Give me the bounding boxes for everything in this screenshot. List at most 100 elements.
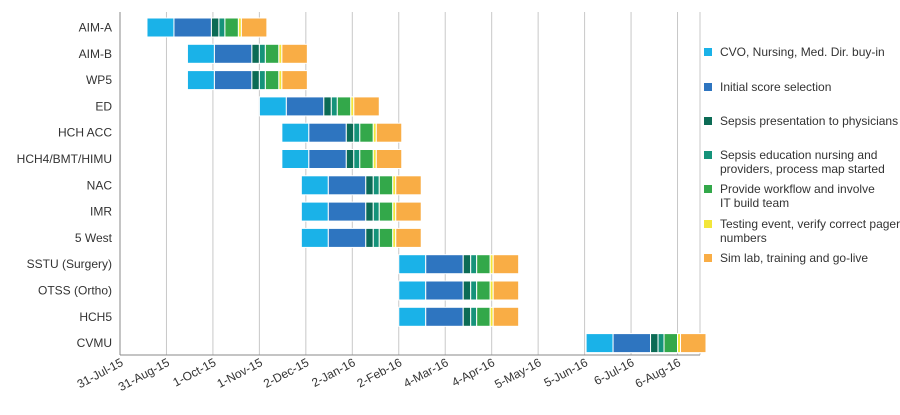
bar-segment-5-west-provide-workflow-and-inv [378,227,394,248]
bar-segment-hch-acc-sepsis-education-nursing [353,122,361,143]
bar-segment-ed-sim-lab-training-and-go- [353,96,380,117]
bar-row-aim-a [146,17,268,38]
legend-item-sim-lab-training-and-go-live: Sim lab, training and go-live [704,251,868,265]
bar-segment-hch-acc-cvo-nursing-med-dir-buy- [281,122,310,143]
bar-segment-cvmu-sepsis-education-nursing [657,333,665,354]
bar-segment-hch-acc-initial-score-selection [308,122,347,143]
x-tick-label-1-nov-15: 1-Nov-15 [215,355,265,391]
bar-segment-aim-a-sepsis-education-nursing [218,17,226,38]
bar-segment-cvmu-sim-lab-training-and-go- [680,333,707,354]
bar-segment-aim-b-provide-workflow-and-inv [264,43,280,64]
bar-segment-aim-a-initial-score-selection [173,17,212,38]
bar-segment-aim-a-sim-lab-training-and-go- [240,17,268,38]
bar-row-aim-b [186,43,308,64]
bar-segment-nac-sepsis-presentation-to-p [365,175,374,196]
y-tick-label-wp5: WP5 [86,73,112,87]
bar-segment-aim-b-initial-score-selection [213,43,253,64]
x-tick-label-2-feb-16: 2-Feb-16 [355,355,405,390]
legend-swatch [704,254,712,262]
x-tick-label-5-may-16: 5-May-16 [492,355,544,391]
bar-segment-aim-a-cvo-nursing-med-dir-buy- [146,17,175,38]
bar-segment-hch5-provide-workflow-and-inv [476,306,491,327]
bar-segment-aim-b-sepsis-presentation-to-p [251,43,260,64]
bar-row-hch5 [398,306,520,327]
bar-segment-hch5-sepsis-education-nursing [470,306,478,327]
bar-segment-hch-acc-sim-lab-training-and-go- [375,122,403,143]
bar-segment-hch5-cvo-nursing-med-dir-buy- [398,306,427,327]
legend-label: Initial score selection [720,80,831,94]
legend-item-provide-workflow-and-involve-it-: Provide workflow and involve IT build tea… [704,182,875,210]
x-tick-label-4-apr-16: 4-Apr-16 [449,355,497,389]
bar-segment-otss-ortho-sepsis-education-nursing [470,280,478,301]
bar-segment-hch4-bmt-himu-initial-score-selection [308,149,347,169]
bar-segment-wp5-sim-lab-training-and-go- [281,70,308,91]
legend-item-testing-event-verify-correct-pag: Testing event, verify correct pager numbe… [704,217,900,245]
legend-swatch [704,83,712,91]
bar-segment-wp5-cvo-nursing-med-dir-buy- [186,70,215,91]
bar-segment-sstu-surgery-initial-score-selection [425,254,464,275]
x-tick-label-5-jun-16: 5-Jun-16 [542,355,591,390]
bar-segment-hch-acc-provide-workflow-and-inv [359,122,374,143]
bar-row-cvmu [585,333,707,354]
bar-segment-wp5-provide-workflow-and-inv [264,70,280,91]
bar-segment-hch5-sepsis-presentation-to-p [462,306,472,327]
bar-segment-nac-cvo-nursing-med-dir-buy- [300,175,329,196]
bar-segment-imr-initial-score-selection [327,201,367,222]
y-tick-label-aim-a: AIM-A [79,21,112,35]
y-tick-label-hch5: HCH5 [79,310,112,324]
legend-swatch [704,185,712,193]
legend: CVO, Nursing, Med. Dir. buy-in Initial sc… [704,45,900,265]
bar-segment-hch5-sim-lab-training-and-go- [492,306,520,327]
y-tick-label-otss-ortho: OTSS (Ortho) [38,284,112,298]
bar-segment-cvmu-provide-workflow-and-inv [663,333,679,354]
legend-label: Sepsis presentation to physicians [720,114,898,128]
legend-item-sepsis-education-nursing-and-pro: Sepsis education nursing and providers, p… [704,148,885,176]
y-axis-labels: AIM-A AIM-B WP5 ED HCH ACC HCH4/BMT/HIMU NAC IM… [17,21,113,351]
y-tick-label-hch-acc: HCH ACC [58,126,112,140]
bar-segment-aim-a-provide-workflow-and-inv [224,17,239,38]
bar-segment-imr-provide-workflow-and-inv [378,201,394,222]
bar-segment-imr-sim-lab-training-and-go- [395,201,422,222]
bar-segment-hch4-bmt-himu-sim-lab-training-and-go- [375,149,403,169]
bar-row-wp5 [186,70,308,91]
bar-segment-otss-ortho-cvo-nursing-med-dir-buy- [398,280,427,301]
bar-segment-wp5-initial-score-selection [213,70,253,91]
bar-segment-hch5-initial-score-selection [425,306,464,327]
legend-label: Sepsis education nursing and providers, p… [720,148,885,176]
bar-segment-wp5-sepsis-education-nursing [258,70,266,91]
x-tick-label-2-dec-15: 2-Dec-15 [261,355,311,391]
bar-segment-hch4-bmt-himu-sepsis-education-nursing [353,149,361,169]
bar-segment-nac-provide-workflow-and-inv [378,175,394,196]
axes [119,12,700,356]
bar-segment-sstu-surgery-sepsis-presentation-to-p [462,254,472,275]
bar-segment-otss-ortho-sim-lab-training-and-go- [492,280,520,301]
x-tick-label-6-aug-16: 6-Aug-16 [633,355,683,391]
x-tick-label-1-oct-15: 1-Oct-15 [171,355,219,389]
bar-row-hch4-bmt-himu [281,149,403,169]
bar-segment-aim-b-cvo-nursing-med-dir-buy- [186,43,215,64]
legend-swatch [704,117,712,125]
bar-segment-imr-sepsis-education-nursing [372,201,380,222]
bar-segment-aim-b-sepsis-education-nursing [258,43,266,64]
y-tick-label-cvmu: CVMU [77,336,112,350]
bar-segment-ed-sepsis-education-nursing [330,96,338,117]
bar-row-5-west [300,227,422,248]
y-tick-label-sstu-surgery: SSTU (Surgery) [27,257,112,271]
bar-row-sstu-surgery [398,254,520,275]
legend-label: Sim lab, training and go-live [720,251,868,265]
bar-row-imr [300,201,422,222]
bar-segment-imr-cvo-nursing-med-dir-buy- [300,201,329,222]
bar-segment-5-west-initial-score-selection [327,227,367,248]
bar-segment-sstu-surgery-sepsis-education-nursing [470,254,478,275]
bar-segment-nac-sepsis-education-nursing [372,175,380,196]
bar-segment-otss-ortho-sepsis-presentation-to-p [462,280,472,301]
legend-swatch [704,151,712,159]
bar-segment-sstu-surgery-cvo-nursing-med-dir-buy- [398,254,427,275]
legend-label: Provide workflow and involve IT build tea… [720,182,875,210]
bar-segment-cvmu-initial-score-selection [612,333,652,354]
bar-segment-cvmu-cvo-nursing-med-dir-buy- [585,333,614,354]
bar-segment-ed-provide-workflow-and-inv [336,96,352,117]
bar-segment-hch-acc-sepsis-presentation-to-p [345,122,355,143]
bar-row-ed [258,96,380,117]
y-tick-label-hch4-bmt-himu: HCH4/BMT/HIMU [17,152,112,166]
